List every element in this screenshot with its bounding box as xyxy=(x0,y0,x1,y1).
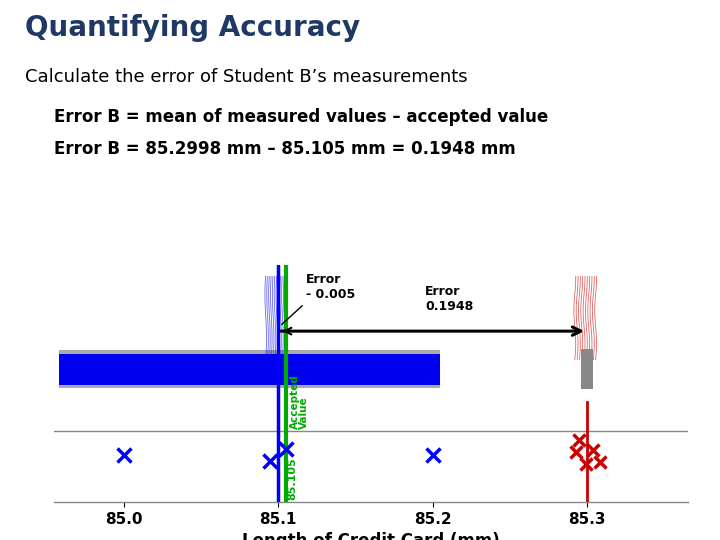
Text: Error
- 0.005: Error - 0.005 xyxy=(306,273,355,301)
Text: Accepted
Value: Accepted Value xyxy=(289,374,309,429)
Text: Error B = mean of measured values – accepted value: Error B = mean of measured values – acce… xyxy=(54,108,548,126)
Text: Error B = 85.2998 mm – 85.105 mm = 0.1948 mm: Error B = 85.2998 mm – 85.105 mm = 0.194… xyxy=(54,140,516,158)
Text: Quantifying Accuracy: Quantifying Accuracy xyxy=(25,14,360,42)
Text: Calculate the error of Student B’s measurements: Calculate the error of Student B’s measu… xyxy=(25,68,468,85)
Text: Error
0.1948: Error 0.1948 xyxy=(425,285,473,313)
Bar xyxy=(580,349,593,389)
Bar xyxy=(58,354,441,384)
Text: 85.105: 85.105 xyxy=(287,457,297,500)
Bar xyxy=(58,350,441,388)
X-axis label: Length of Credit Card (mm): Length of Credit Card (mm) xyxy=(242,532,500,540)
